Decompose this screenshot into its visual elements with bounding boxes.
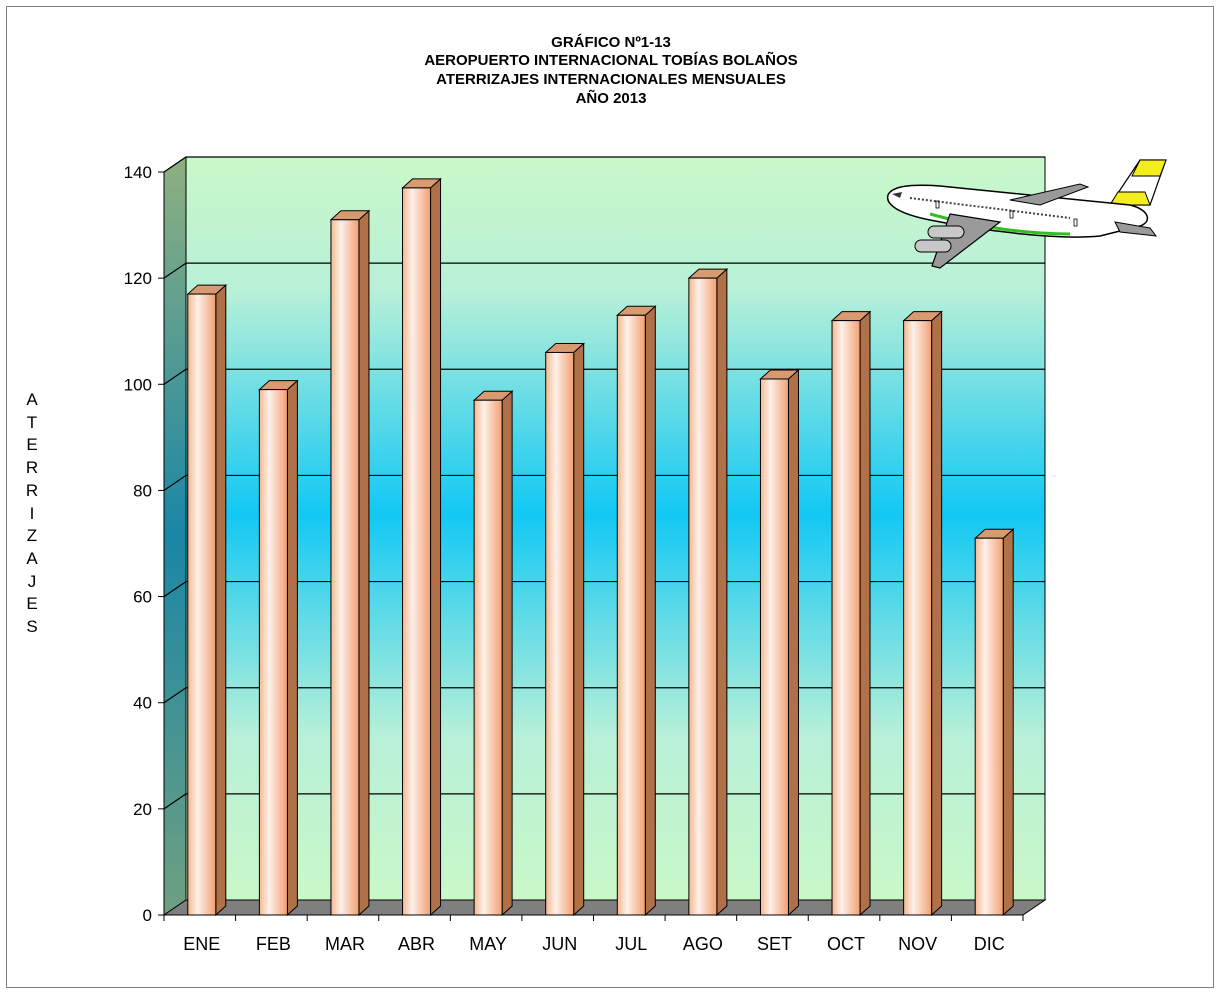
gridline (163, 368, 1045, 385)
x-tick-label: JUL (615, 934, 647, 954)
bar-side (859, 310, 871, 917)
airplane-icon (886, 159, 1167, 269)
bar-front (759, 378, 789, 916)
bar-front (616, 314, 646, 916)
y-tick-label: 20 (133, 800, 152, 819)
bar-front (330, 219, 360, 916)
y-axis-label-letter: J (27, 571, 37, 591)
x-tick-label: MAR (325, 934, 365, 954)
gridline (163, 156, 1045, 173)
chart-title-line-4: AÑO 2013 (575, 90, 647, 107)
y-tick-label: 40 (133, 694, 152, 713)
y-axis-label-letter: E (26, 435, 38, 455)
bar-side (215, 283, 227, 917)
bar-front (402, 187, 432, 916)
y-tick-label: 100 (124, 375, 152, 394)
y-axis-label-letter: A (26, 548, 38, 568)
x-tick-label: FEB (256, 934, 291, 954)
y-tick-label: 120 (124, 269, 152, 288)
bar-front (831, 320, 861, 916)
back-wall (185, 156, 1046, 901)
x-tick-label: JUN (542, 934, 577, 954)
y-axis-label-letter: T (26, 412, 38, 432)
bar-abr (401, 177, 442, 917)
bar-side (716, 268, 728, 917)
y-tick-label: 0 (143, 906, 152, 925)
chart-frame (6, 6, 1214, 988)
bar-side (573, 342, 585, 917)
gridline (163, 262, 1045, 279)
x-tick-label: DIC (974, 934, 1005, 954)
y-tick-label: 60 (133, 588, 152, 607)
gridline (163, 580, 1045, 598)
bar-jul (615, 305, 657, 917)
bar-nov (902, 310, 943, 917)
bar-front (473, 399, 503, 916)
y-axis-label-letter: R (25, 480, 39, 500)
x-tick-label: NOV (898, 934, 937, 954)
x-tick-label: OCT (827, 934, 865, 954)
bar-front (688, 277, 718, 916)
bar-set (759, 368, 800, 917)
y-axis-label-letter: E (26, 594, 38, 614)
bar-front (258, 389, 288, 916)
bar-front (903, 320, 933, 916)
bar-front (545, 351, 575, 916)
bar-side (644, 305, 656, 917)
x-tick-label: SET (757, 934, 792, 954)
bar-side (787, 368, 799, 917)
y-axis-label-letter: I (29, 503, 35, 523)
bar-front (974, 537, 1004, 916)
bar-side (430, 177, 442, 917)
gridline (163, 793, 1045, 810)
gridline (163, 474, 1045, 491)
gridline (163, 687, 1045, 704)
y-axis-label-letter: R (25, 458, 39, 478)
bar-may (472, 390, 514, 917)
bar-jun (544, 342, 586, 917)
y-tick-label: 80 (133, 481, 152, 500)
x-tick-label: AGO (683, 934, 723, 954)
bar-feb (258, 379, 299, 917)
y-tick-label: 140 (124, 163, 152, 182)
y-axis-label-letter: S (26, 617, 38, 636)
bar-ene (186, 283, 228, 917)
bar-side (931, 310, 943, 917)
chart-title-line-3: ATERRIZAJES INTERNACIONALES MENSUALES (436, 71, 786, 88)
y-axis-label-letter: Z (26, 526, 38, 546)
x-tick-label: ENE (183, 934, 220, 954)
bar-side (501, 390, 513, 917)
bar-side (1002, 528, 1014, 917)
bar-mar (329, 209, 371, 917)
y-axis-label-letter: A (26, 390, 38, 409)
chart-title-line-1: GRÁFICO Nº1-13 (551, 34, 671, 51)
bar-front (187, 293, 217, 916)
bar-oct (830, 310, 872, 917)
x-tick-label: ABR (398, 934, 435, 954)
bar-ago (687, 268, 729, 917)
bar-dic (973, 528, 1015, 917)
bar-side (286, 379, 298, 917)
x-tick-label: MAY (469, 934, 507, 954)
bar-side (358, 209, 370, 917)
chart-title-line-2: AEROPUERTO INTERNACIONAL TOBÍAS BOLAÑOS (424, 52, 798, 69)
